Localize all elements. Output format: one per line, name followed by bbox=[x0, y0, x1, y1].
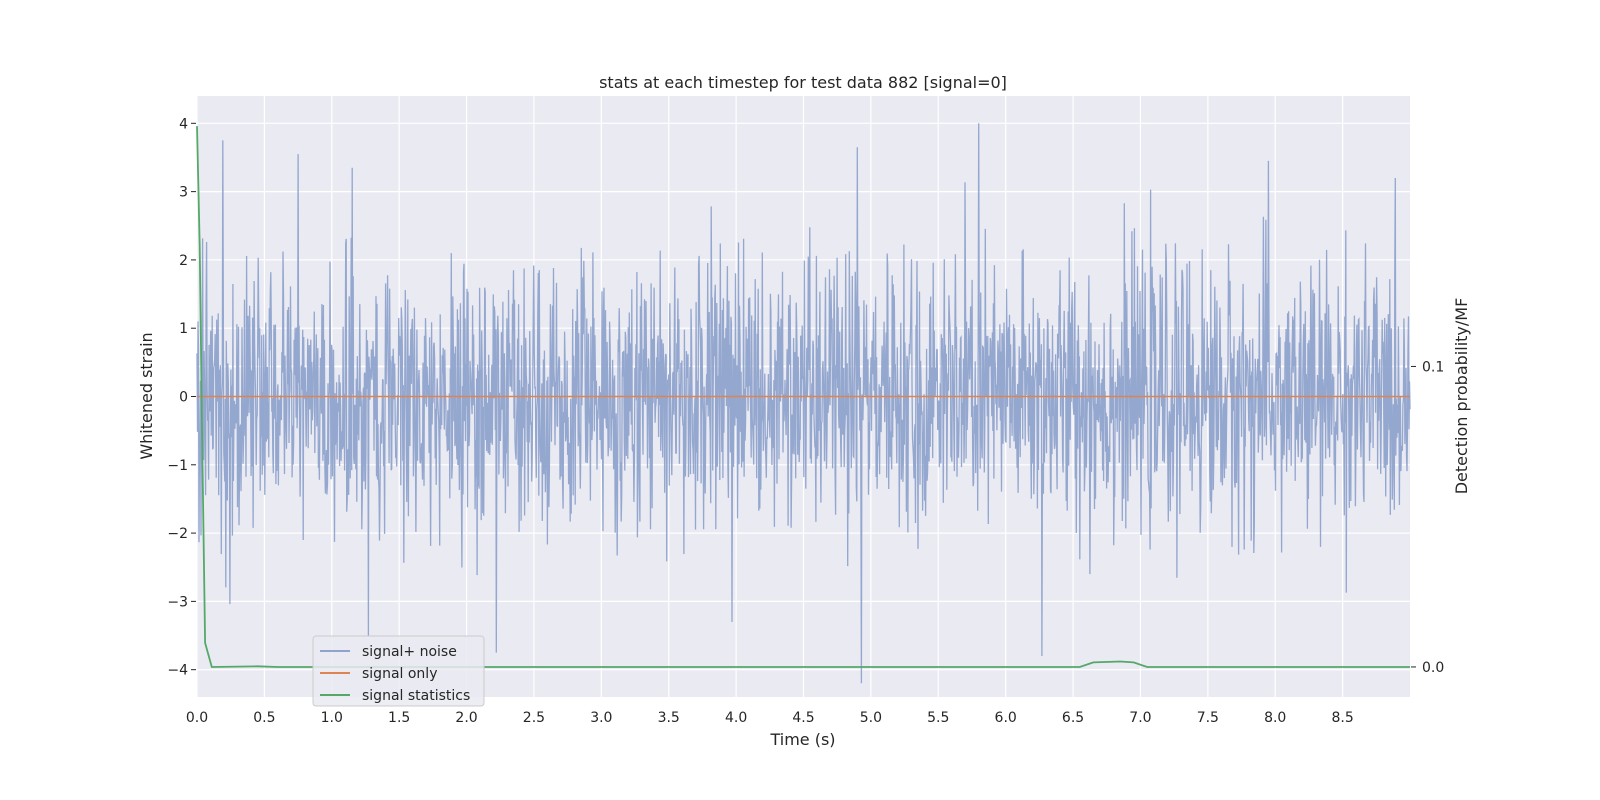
signal-statistics-line bbox=[196, 126, 1410, 668]
x-tick-label: 3.5 bbox=[658, 710, 680, 726]
x-tick-label: 0.0 bbox=[186, 710, 208, 726]
x-tick-label: 3.0 bbox=[590, 710, 612, 726]
legend-label-signal-statistics: signal statistics bbox=[362, 688, 470, 704]
signal-noise-series bbox=[196, 123, 1411, 684]
legend-box bbox=[312, 635, 485, 707]
x-tick-label: 5.0 bbox=[860, 710, 882, 726]
x-tick-label: 6.0 bbox=[995, 710, 1017, 726]
x-tick-label: 0.5 bbox=[253, 710, 275, 726]
signal-noise-line bbox=[196, 123, 1411, 684]
x-axis-label: Time (s) bbox=[769, 730, 835, 749]
y-tick-label: 4 bbox=[179, 116, 188, 132]
chart-title: stats at each timestep for test data 882… bbox=[599, 73, 1007, 92]
y-tick-label: 2 bbox=[179, 253, 188, 269]
y-tick-label: −4 bbox=[167, 663, 188, 679]
y-tick-label: −1 bbox=[167, 458, 188, 474]
x-tick-label: 7.0 bbox=[1129, 710, 1151, 726]
x-tick-label: 8.0 bbox=[1264, 710, 1286, 726]
y-tick-label: 3 bbox=[179, 185, 188, 201]
legend-label-signal-noise: signal+ noise bbox=[362, 644, 457, 660]
legend-label-signal-only: signal only bbox=[362, 666, 437, 682]
x-tick-label: 1.0 bbox=[321, 710, 343, 726]
right-tick-label: 0.1 bbox=[1422, 359, 1444, 375]
x-tick-label: 1.5 bbox=[388, 710, 410, 726]
y-axis-ticks: 4 3 2 1 0 −1 −2 −3 −4 bbox=[167, 116, 196, 679]
y-axis-label: Whitened strain bbox=[137, 332, 156, 459]
y-tick-label: −2 bbox=[167, 526, 188, 542]
right-axis-ticks: 0.1 0.0 bbox=[1411, 359, 1444, 676]
x-tick-label: 2.5 bbox=[523, 710, 545, 726]
signal-statistics-series bbox=[196, 126, 1410, 668]
right-tick-label: 0.0 bbox=[1422, 660, 1444, 676]
y-tick-label: 1 bbox=[179, 321, 188, 337]
x-tick-label: 4.0 bbox=[725, 710, 747, 726]
y-tick-label: 0 bbox=[179, 390, 188, 406]
legend: signal+ noise signal only signal statist… bbox=[312, 635, 485, 707]
y-tick-label: −3 bbox=[167, 594, 188, 610]
x-axis-ticks: 0.0 0.5 1.0 1.5 2.0 2.5 3.0 3.5 4.0 4.5 5.0 5.5 6.0 6… bbox=[186, 710, 1354, 726]
x-tick-label: 4.5 bbox=[792, 710, 814, 726]
x-tick-label: 2.0 bbox=[455, 710, 477, 726]
x-tick-label: 6.5 bbox=[1062, 710, 1084, 726]
right-axis-label: Detection probability/MF bbox=[1452, 298, 1471, 495]
x-tick-label: 7.5 bbox=[1197, 710, 1219, 726]
x-tick-label: 8.5 bbox=[1331, 710, 1353, 726]
x-tick-label: 5.5 bbox=[927, 710, 949, 726]
